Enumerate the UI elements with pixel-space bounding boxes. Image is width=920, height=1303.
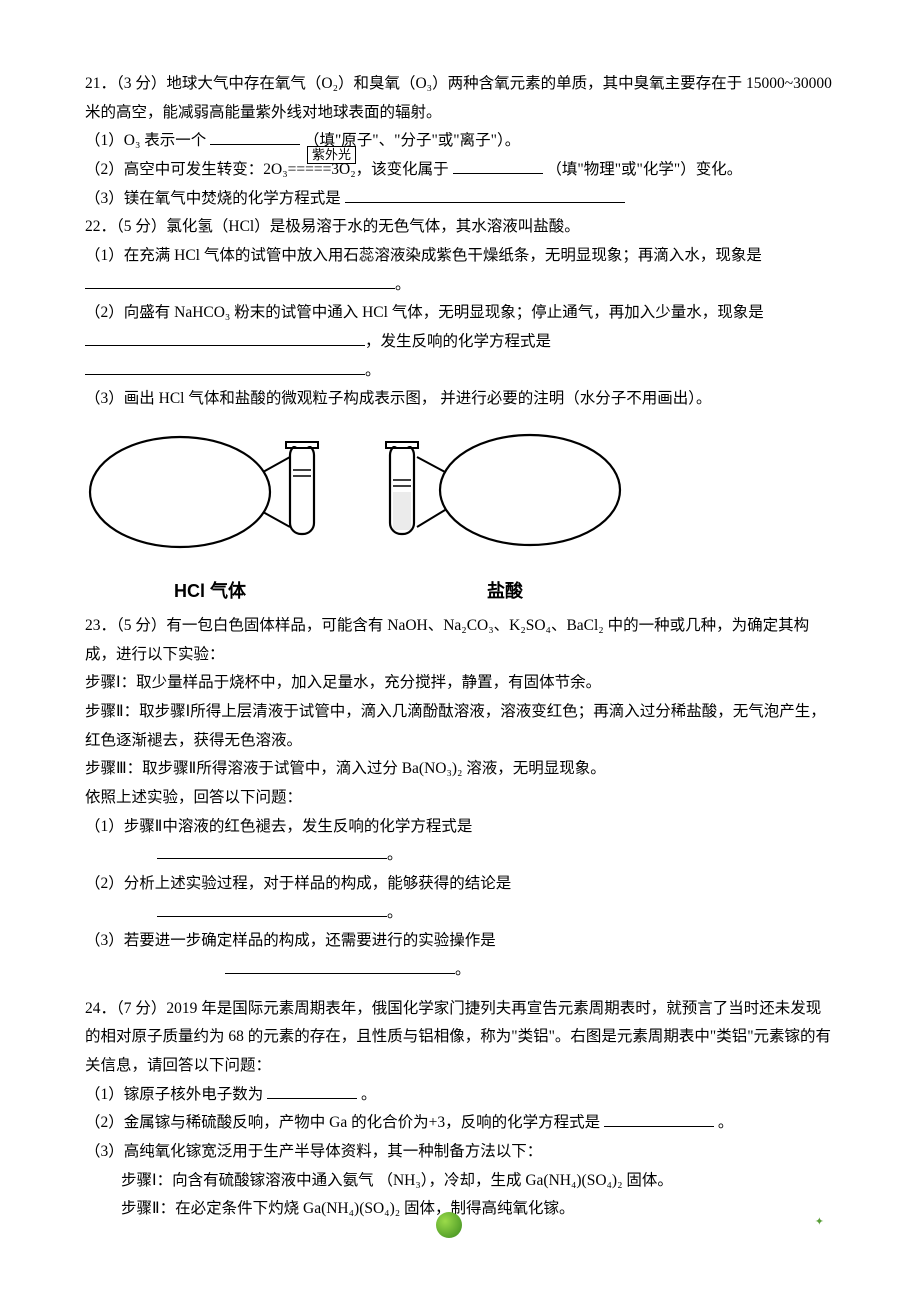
q23-p3: （3）若要进一步确定样品的构成，还需要进行的实验操作是: [85, 927, 835, 956]
q23-step3: 步骤Ⅲ：取步骤Ⅱ所得溶液于试管中，滴入过分 Ba(NO₃)₂ 溶液，无明显现象。: [85, 755, 835, 784]
blank: [345, 186, 625, 203]
q24-p2-a: （2）金属镓与稀硫酸反响，产物中 Ga 的化合价为+3，反响的化学方程式是: [85, 1114, 604, 1131]
q21-p3-a: （3）镁在氧气中焚烧的化学方程式是: [85, 190, 341, 207]
tiny-mark-icon: ✦: [815, 1212, 824, 1232]
q23-header: 23．（5 分）有一包白色固体样品，可能含有 NaOH、Na₂CO₃、K₂SO₄…: [85, 612, 835, 669]
q23-p2-blank: 。: [85, 899, 835, 928]
q22-diagrams: HCl 气体 盐酸: [85, 422, 835, 608]
q24-p2-b: 。: [718, 1114, 734, 1131]
period: 。: [395, 276, 411, 293]
q21-p2-b: （填"物理"或"化学"）变化。: [546, 161, 742, 178]
q24-p1-a: （1）镓原子核外电子数为: [85, 1086, 267, 1103]
period: 。: [365, 362, 381, 379]
q21-part3: （3）镁在氧气中焚烧的化学方程式是: [85, 185, 835, 214]
q22-part2b: ，发生反响的化学方程式是: [85, 328, 835, 357]
blank: [85, 330, 365, 347]
q21-p1-a: （1）O₃ 表示一个: [85, 132, 206, 149]
q24-header: 24．（7 分）2019 年是国际元素周期表年，俄国化学家门捷列夫再宣告元素周期…: [85, 995, 835, 1081]
diagram-left: HCl 气体: [85, 422, 335, 608]
q24-p3: （3）高纯氧化镓宽泛用于生产半导体资料，其一种制备方法以下：: [85, 1138, 835, 1167]
q22-header: 22．（5 分）氯化氢（HCl）是极易溶于水的无色气体，其水溶液叫盐酸。: [85, 213, 835, 242]
q23-p3-blank: 。: [85, 956, 835, 985]
diagram-right-label: 盐酸: [375, 575, 635, 608]
blank: [210, 129, 300, 146]
blank: [85, 358, 365, 375]
q22-p2-b: ，发生反响的化学方程式是: [365, 333, 551, 350]
q24-p1: （1）镓原子核外电子数为 。: [85, 1081, 835, 1110]
uv-box: 紫外光: [307, 146, 356, 164]
period: 。: [455, 961, 471, 978]
q23-step1: 步骤Ⅰ：取少量样品于烧杯中，加入足量水，充分搅拌，静置，有固体节余。: [85, 669, 835, 698]
q22-part1: （1）在充满 HCl 气体的试管中放入用石蕊溶液染成紫色干燥纸条，无明显现象；再…: [85, 242, 835, 271]
q24-p2: （2）金属镓与稀硫酸反响，产物中 Ga 的化合价为+3，反响的化学方程式是 。: [85, 1109, 835, 1138]
q23-step2: 步骤Ⅱ：取步骤Ⅰ所得上层清液于试管中，滴入几滴酚酞溶液，溶液变红色；再滴入过分稀…: [85, 698, 835, 755]
period: 。: [387, 904, 403, 921]
page-root: 21．（3 分）地球大气中存在氧气（O₂）和臭氧（O₃）两种含氧元素的单质，其中…: [0, 0, 920, 1264]
q22-p2-a: （2）向盛有 NaHCO₃ 粉末的试管中通入 HCl 气体，无明显现象；停止通气…: [85, 304, 764, 321]
q23-p2: （2）分析上述实验过程，对于样品的构成，能够获得的结论是: [85, 870, 835, 899]
q21-p2-a: （2）高空中可发生转变：2O₃=====3O₂，该变化属于: [85, 161, 449, 178]
q23-prompt: 依照上述实验，回答以下问题：: [85, 784, 835, 813]
q21-header: 21．（3 分）地球大气中存在氧气（O₂）和臭氧（O₃）两种含氧元素的单质，其中…: [85, 70, 835, 127]
q21-part2: 紫外光 （2）高空中可发生转变：2O₃=====3O₂，该变化属于 （填"物理"…: [85, 156, 835, 185]
q24-p1-b: 。: [361, 1086, 377, 1103]
hcl-gas-diagram: [85, 422, 335, 562]
q22-part2c: 。: [85, 357, 835, 386]
q22-part3: （3）画出 HCl 气体和盐酸的微观粒子构成表示图， 并进行必要的注明（水分子不…: [85, 385, 835, 414]
blank: [85, 272, 395, 289]
period: 。: [387, 846, 403, 863]
diagram-left-label: HCl 气体: [85, 575, 335, 608]
blank: [157, 900, 387, 917]
q21-part1: （1）O₃ 表示一个 （填"原子"、"分子"或"离子"）。: [85, 127, 835, 156]
q24-step1: 步骤Ⅰ：向含有硫酸镓溶液中通入氨气 （NH₃），冷却，生成 Ga(NH₄)(SO…: [85, 1167, 835, 1196]
blank: [225, 958, 455, 975]
blank: [604, 1111, 714, 1128]
q22-part2: （2）向盛有 NaHCO₃ 粉末的试管中通入 HCl 气体，无明显现象；停止通气…: [85, 299, 835, 328]
blank: [453, 158, 543, 175]
green-dot-icon: [436, 1212, 462, 1238]
q22-part1-blank: 。: [85, 271, 835, 300]
q23-p1: （1）步骤Ⅱ中溶液的红色褪去，发生反响的化学方程式是: [85, 813, 835, 842]
q23-p1-blank: 。: [85, 841, 835, 870]
blank: [267, 1082, 357, 1099]
hcl-acid-diagram: [375, 422, 635, 562]
diagram-right: 盐酸: [375, 422, 635, 608]
blank: [157, 843, 387, 860]
